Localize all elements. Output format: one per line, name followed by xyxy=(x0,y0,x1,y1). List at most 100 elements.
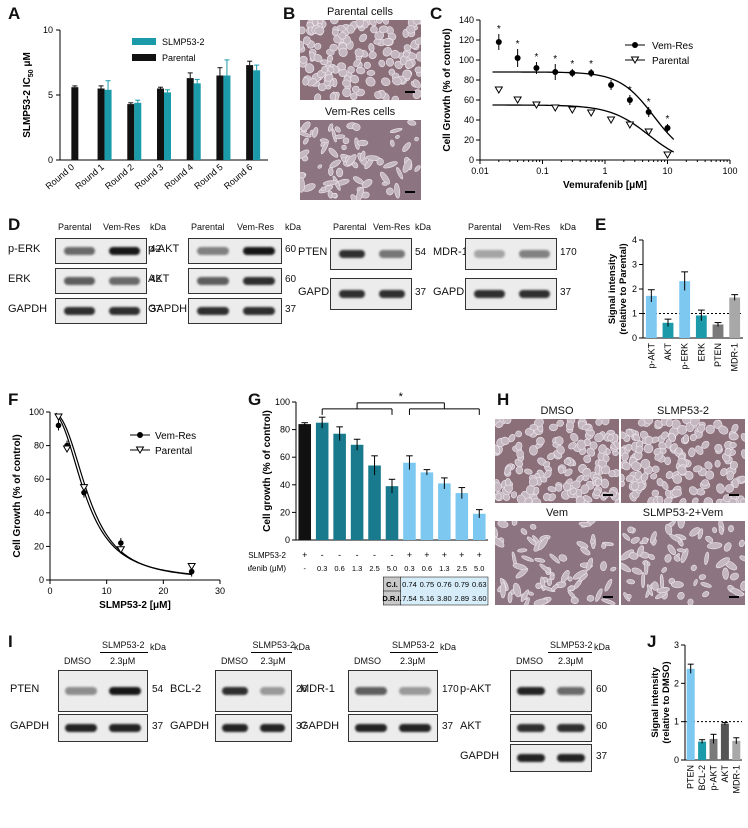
point-vemres xyxy=(552,69,559,75)
blot-treatment-line xyxy=(100,652,148,653)
cell xyxy=(322,180,338,186)
blot-band-strip xyxy=(330,238,412,270)
cell xyxy=(515,466,524,475)
table-vem-cell: 0.6 xyxy=(422,564,432,573)
cell xyxy=(555,484,563,492)
bar xyxy=(71,87,79,160)
cell xyxy=(300,149,310,160)
cell xyxy=(586,557,593,571)
table-slmp-cell: + xyxy=(407,550,412,560)
blot-header-kda: kDa xyxy=(150,222,167,232)
blot-band-strip xyxy=(465,278,557,310)
bar xyxy=(645,295,657,338)
cell xyxy=(640,459,651,469)
legend-marker xyxy=(135,446,145,454)
blot-kda-header: kDa xyxy=(294,642,311,652)
x-tick-label: Round 2 xyxy=(103,162,135,192)
y-tick-label: 0 xyxy=(632,333,637,343)
blot-band xyxy=(355,724,387,732)
bar xyxy=(104,89,112,160)
cell xyxy=(312,127,319,138)
cell xyxy=(672,474,683,484)
micrograph-title: SLMP53-2 xyxy=(657,405,709,417)
cell xyxy=(357,139,369,147)
blot-band xyxy=(243,307,275,315)
cell xyxy=(703,497,714,503)
cell xyxy=(663,496,673,503)
micrograph-title: SLMP53-2+Vem xyxy=(642,507,724,519)
cell xyxy=(334,134,346,140)
cell xyxy=(342,87,352,98)
bar xyxy=(403,462,416,540)
fit-curve-parental xyxy=(55,412,192,576)
panel-label-j: J xyxy=(647,632,657,651)
cell xyxy=(395,134,400,139)
cell xyxy=(741,449,745,460)
bar xyxy=(157,88,164,160)
cell xyxy=(382,46,392,57)
cell xyxy=(738,475,745,483)
cell xyxy=(700,582,712,588)
x-tick-label: MDR-1 xyxy=(731,765,741,794)
cell xyxy=(391,95,400,100)
y-axis-label-unit: μM xyxy=(22,52,33,69)
point-parental xyxy=(567,106,577,114)
cell xyxy=(728,525,734,533)
table-ci-value: 0.63 xyxy=(472,580,487,589)
table-vem-cell: 0.3 xyxy=(317,564,327,573)
cell xyxy=(621,452,629,462)
cell xyxy=(728,432,739,441)
bar xyxy=(698,741,707,760)
cell xyxy=(692,465,703,473)
cell xyxy=(704,461,713,470)
significance-star: * xyxy=(570,59,574,70)
cell xyxy=(532,497,542,503)
cell xyxy=(337,62,347,71)
cell xyxy=(680,548,689,564)
blot-row-label: p-ERK xyxy=(8,243,41,255)
cell xyxy=(535,582,542,589)
table-slmp-cell: + xyxy=(424,550,429,560)
cell xyxy=(634,470,642,480)
cell xyxy=(731,423,739,433)
cell xyxy=(644,436,654,445)
cell xyxy=(512,563,527,571)
cell xyxy=(568,441,577,450)
cell xyxy=(726,470,734,481)
blot-header-kda: kDa xyxy=(415,222,432,232)
cell xyxy=(412,20,421,25)
x-tick-label: 30 xyxy=(215,586,225,596)
blot-band xyxy=(519,290,550,298)
cell xyxy=(515,567,529,579)
cell xyxy=(705,424,715,434)
blot-header-parental: Parental xyxy=(191,222,225,232)
cell xyxy=(335,167,344,178)
cell xyxy=(346,24,355,34)
cell xyxy=(646,584,654,597)
cell xyxy=(402,51,410,58)
chart-j: 0 1 2 3 PTEN BCL-2 p-AKT AKT MDR-1 Signal intensi… xyxy=(650,640,742,794)
cell xyxy=(495,421,504,428)
y-tick-label: 3 xyxy=(632,260,637,270)
cell xyxy=(390,139,395,147)
significance-star: * xyxy=(589,59,593,70)
x-tick-label: 20 xyxy=(158,586,168,596)
cell xyxy=(512,582,522,598)
cell xyxy=(556,419,564,427)
significance-star: * xyxy=(497,24,501,35)
cell xyxy=(739,555,745,562)
blot-kda-value: 170 xyxy=(442,684,459,695)
cell xyxy=(607,434,614,442)
cell xyxy=(376,158,384,166)
cell xyxy=(622,533,631,541)
panel-label-f: F xyxy=(8,390,19,409)
blot-band xyxy=(109,724,141,732)
x-tick-label: ERK xyxy=(696,343,706,362)
cell xyxy=(539,563,551,574)
blot-header-parental: Parental xyxy=(333,222,367,232)
cell xyxy=(328,147,339,158)
cell xyxy=(621,473,625,482)
cell xyxy=(656,495,664,503)
blot-kda-value: 60 xyxy=(596,684,608,695)
